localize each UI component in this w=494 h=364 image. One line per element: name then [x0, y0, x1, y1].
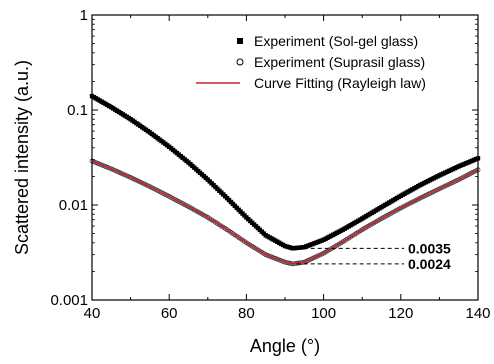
series-layer: [89, 93, 481, 267]
x-axis-title: Angle (°): [250, 336, 320, 356]
annotation-label: 0.0035: [408, 240, 451, 256]
x-tick-label: 100: [311, 305, 336, 322]
x-tick-label: 140: [465, 305, 490, 322]
axes-layer: 40 60 80 100 120 140 0.001 0.01 0.1 1: [50, 7, 490, 322]
legend-label: Curve Fitting (Rayleigh law): [254, 75, 426, 91]
y-axis-title: Scattered intensity (a.u.): [12, 60, 32, 255]
fit-line: [91, 160, 479, 265]
annotation-label: 0.0024: [408, 256, 451, 272]
x-tick-label: 40: [84, 305, 101, 322]
y-tick-label: 0.1: [67, 102, 88, 119]
legend-marker-circle: [236, 58, 244, 66]
legend-marker-square: [237, 38, 243, 44]
x-tick-label: 120: [388, 305, 413, 322]
x-tick-label: 60: [161, 305, 178, 322]
legend-label: Experiment (Sol-gel glass): [254, 33, 418, 49]
legend: Experiment (Sol-gel glass) Experiment (Su…: [196, 33, 426, 91]
y-tick-label: 0.01: [59, 197, 88, 214]
x-tick-label: 80: [238, 305, 255, 322]
y-tick-label: 0.001: [50, 292, 88, 309]
legend-label: Experiment (Suprasil glass): [254, 54, 425, 70]
y-tick-label: 1: [80, 7, 88, 24]
